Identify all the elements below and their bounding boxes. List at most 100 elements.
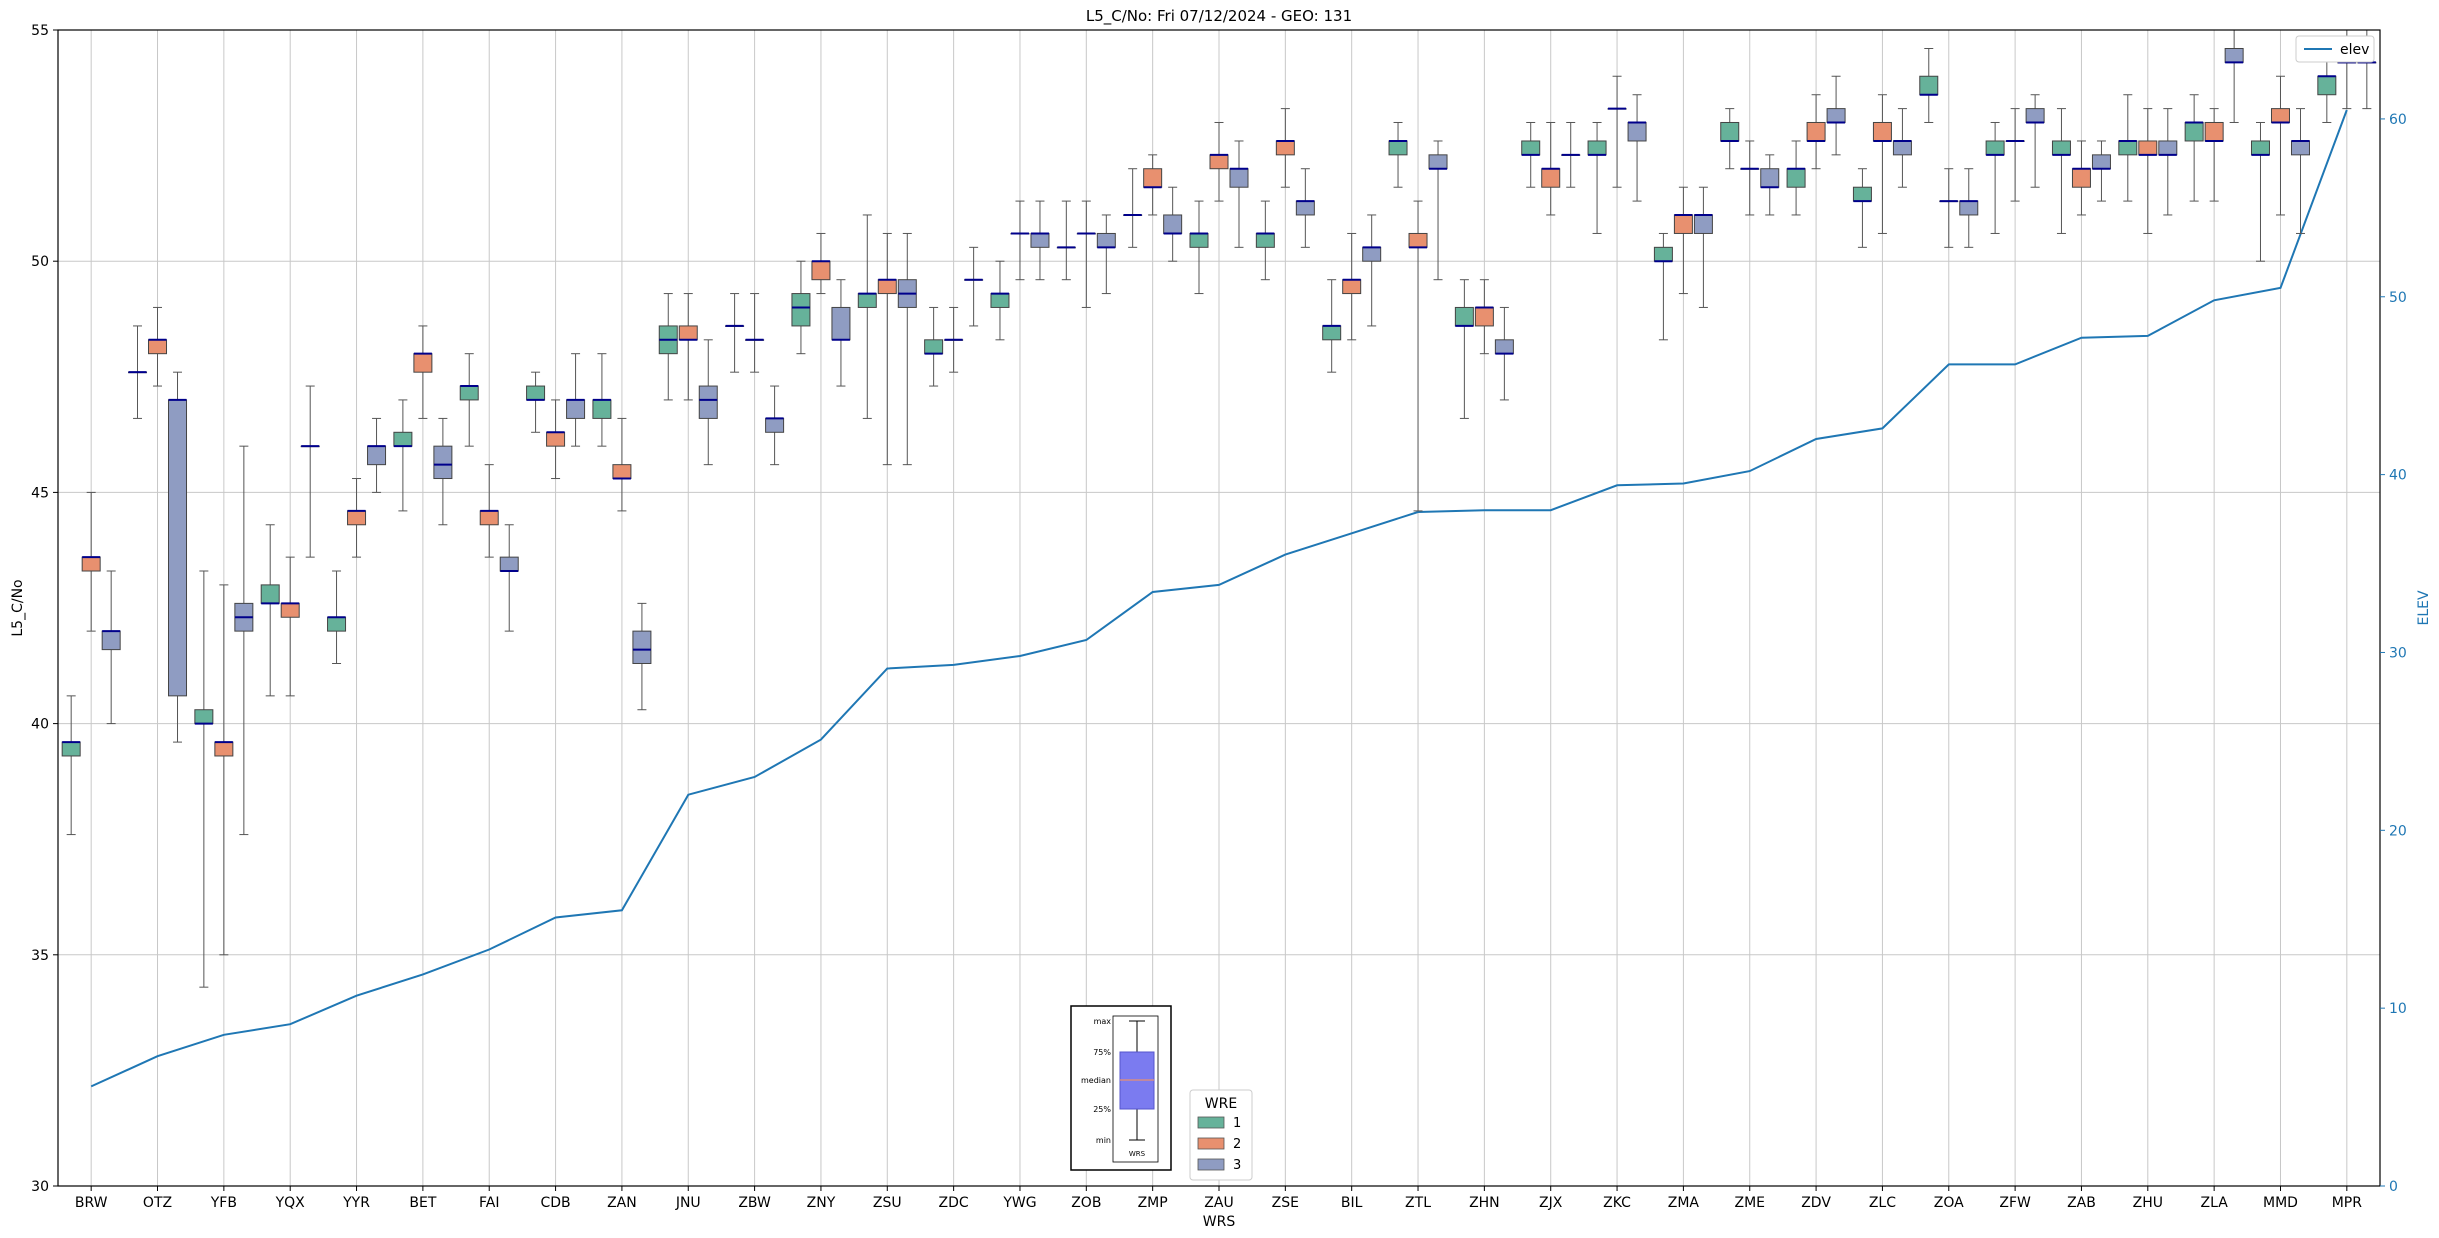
x-tick-label-mmd: MMD (2263, 1195, 2298, 1211)
box-bet-wre3-iqr (433, 445, 453, 480)
box-zau-wre2-iqr (1209, 154, 1229, 170)
box-yfb-wre1 (194, 570, 214, 988)
box-zoa-wre3-iqr (1959, 200, 1979, 216)
box-zma-wre2-iqr (1673, 214, 1693, 234)
box-zmp-wre2-iqr (1143, 168, 1163, 188)
box-fai-wre3-iqr (499, 556, 519, 572)
x-tick-label-zla: ZLA (2200, 1195, 2228, 1211)
box-zbw-wre3-iqr (765, 417, 785, 433)
key-xlabel: WRS (1129, 1150, 1146, 1158)
box-zhu-wre3-iqr (2158, 140, 2178, 156)
box-zob-wre3-iqr (1096, 232, 1116, 248)
box-otz-wre1 (128, 325, 148, 419)
y-tick-label-55: 55 (31, 23, 49, 39)
box-zab-wre1-iqr (2051, 140, 2071, 156)
box-mmd-wre3 (2290, 108, 2310, 234)
box-zdv-wre2-iqr (1806, 121, 1826, 142)
box-brw-wre1 (61, 695, 81, 836)
box-zse-wre2-iqr (1275, 140, 1295, 156)
y2-tick-label-0: 0 (2389, 1179, 2398, 1195)
x-tick-label-zse: ZSE (1272, 1195, 1299, 1211)
elev-series (90, 109, 2348, 1088)
x-tick-label-zbw: ZBW (738, 1195, 771, 1211)
box-otz-wre3 (168, 371, 188, 743)
box-zhn-wre1 (1454, 279, 1474, 419)
y2-axis-label: ELEV (2416, 590, 2432, 625)
box-zbw-wre1 (725, 293, 745, 373)
box-yyr-wre2-iqr (347, 510, 367, 526)
box-series (61, 29, 2377, 988)
box-yqx-wre2-iqr (280, 602, 300, 618)
x-tick-label-cdb: CDB (540, 1195, 570, 1211)
box-zhu-wre1 (2118, 94, 2138, 202)
box-zob-wre2 (1076, 200, 1096, 308)
box-zny-wre1-iqr (791, 293, 811, 327)
box-jnu-wre3 (698, 339, 718, 466)
box-yqx-wre1 (260, 524, 280, 697)
box-zlc-wre3 (1892, 108, 1912, 188)
box-zme-wre1 (1720, 108, 1740, 170)
x-tick-label-fai: FAI (479, 1195, 499, 1211)
box-zjx-wre2-iqr (1541, 168, 1561, 188)
box-zab-wre1 (2051, 108, 2071, 234)
box-zny-wre3 (831, 279, 851, 387)
x-tick-label-yqx: YQX (275, 1195, 306, 1211)
box-key-inner-frame (1112, 1015, 1159, 1163)
x-tick-label-ywg: YWG (1002, 1195, 1036, 1211)
y2-tick-label-60: 60 (2389, 112, 2407, 128)
box-yqx-wre3 (300, 385, 320, 558)
box-fai-wre2 (479, 464, 499, 558)
y-tick-label-30: 30 (31, 1179, 49, 1195)
box-zmp-wre2 (1143, 154, 1163, 216)
key-label-max: max (1094, 1017, 1112, 1026)
x-tick-label-otz: OTZ (143, 1195, 172, 1211)
box-bil-wre2 (1342, 232, 1362, 341)
box-cdb-wre3-iqr (566, 399, 586, 419)
box-bil-wre1-iqr (1322, 325, 1342, 341)
box-ztl-wre3-iqr (1428, 154, 1448, 170)
box-zhu-wre2 (2138, 108, 2158, 234)
box-zla-wre1 (2184, 94, 2204, 202)
box-zdc-wre3 (964, 246, 984, 327)
box-cdb-wre2-iqr (546, 431, 566, 447)
box-ztl-wre3 (1428, 140, 1448, 281)
box-zab-wre2 (2071, 140, 2091, 216)
box-cdb-wre1 (526, 371, 546, 433)
box-zlc-wre1 (1852, 168, 1872, 248)
x-tick-label-zfw: ZFW (1999, 1195, 2031, 1211)
box-ztl-wre1 (1388, 121, 1408, 188)
x-tick-label-zsu: ZSU (873, 1195, 902, 1211)
wre-legend-frame (1189, 1089, 1253, 1181)
box-zdv-wre1 (1786, 140, 1806, 216)
box-zny-wre3-iqr (831, 306, 851, 341)
box-brw-wre3 (101, 570, 121, 725)
box-zhn-wre3 (1494, 306, 1514, 401)
box-zse-wre3 (1295, 168, 1315, 248)
box-zme-wre1-iqr (1720, 121, 1740, 142)
box-zme-wre3 (1760, 154, 1780, 216)
box-zla-wre1-iqr (2184, 121, 2204, 142)
box-fai-wre1-iqr (459, 385, 479, 401)
box-ztl-wre2 (1408, 200, 1428, 512)
box-ywg-wre2 (1010, 200, 1030, 281)
y-tick-label-45: 45 (31, 485, 49, 501)
box-jnu-wre3-iqr (698, 385, 718, 419)
box-zdc-wre2 (944, 306, 964, 373)
box-zdv-wre1-iqr (1786, 168, 1806, 188)
box-yfb-wre3 (234, 445, 254, 836)
x-tick-label-zoa: ZOA (1934, 1195, 1964, 1211)
wre-legend-label-2: 2 (1233, 1137, 1241, 1152)
y2-tick-label-10: 10 (2389, 1001, 2407, 1017)
box-mmd-wre1 (2250, 121, 2270, 262)
box-zoa-wre1 (1919, 47, 1939, 123)
box-zny-wre1 (791, 260, 811, 355)
box-zbw-wre3 (765, 385, 785, 466)
y-tick-label-35: 35 (31, 948, 49, 964)
box-zdc-wre1-iqr (924, 339, 944, 355)
box-mmd-wre2-iqr (2270, 108, 2290, 123)
box-zlc-wre2 (1872, 94, 1892, 234)
box-fai-wre3 (499, 524, 519, 632)
box-bet-wre1 (393, 399, 413, 512)
box-zfw-wre3 (2025, 94, 2045, 188)
